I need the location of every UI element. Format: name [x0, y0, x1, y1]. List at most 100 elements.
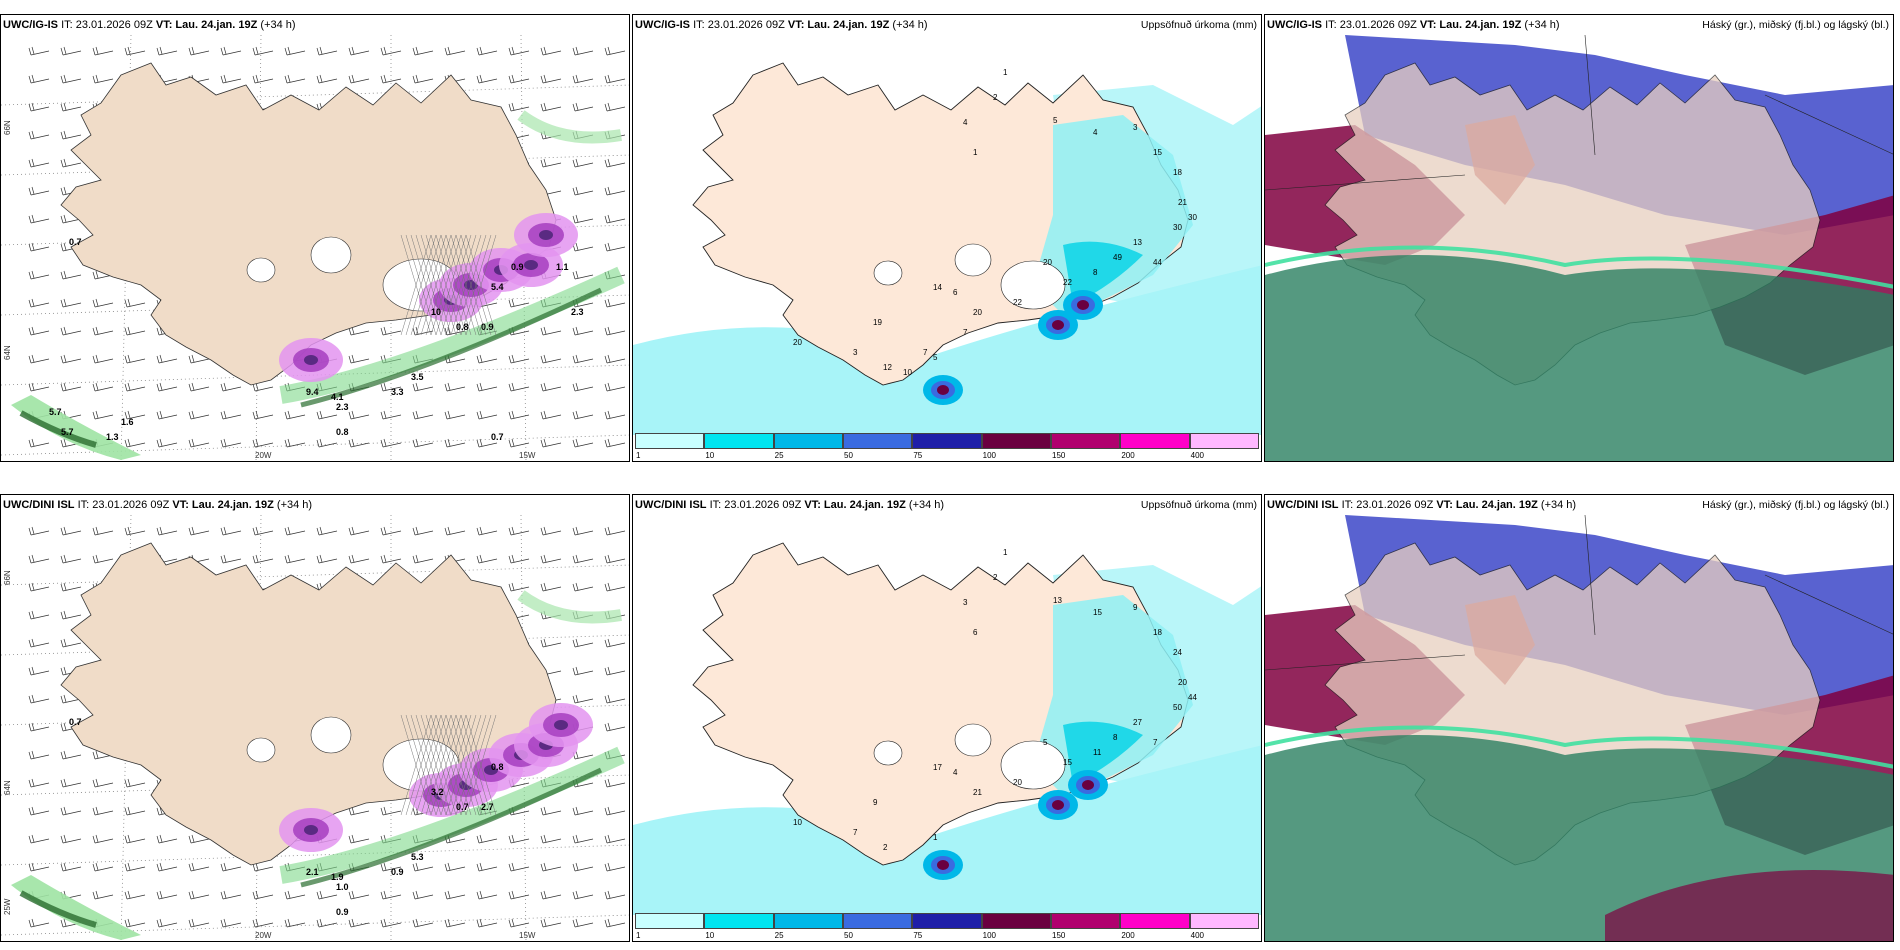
wind-value-label: 0.9 [481, 322, 494, 332]
precip-value-label: 18 [1153, 628, 1162, 637]
precip-value-label: 11 [1093, 748, 1102, 757]
panel-header: UWC/DINI ISL IT: 23.01.2026 09Z VT: Lau.… [635, 499, 945, 511]
precip-map: 1236131591824204450278751115202117910471… [633, 495, 1261, 941]
wind-value-label: 1.1 [556, 262, 569, 272]
precip-value-label: 5 [1053, 116, 1058, 125]
precip-value-label: 4 [953, 768, 958, 777]
panel-header: UWC/DINI ISL IT: 23.01.2026 09Z VT: Lau.… [3, 499, 313, 511]
lat-label-66: 66N [3, 570, 12, 585]
colorbar-tick-label: 200 [1121, 931, 1135, 940]
precip-value-label: 27 [1133, 718, 1142, 727]
precip-value-label: 7 [1153, 738, 1158, 747]
precip-value-label: 18 [1173, 168, 1182, 177]
colorbar-swatch [1051, 433, 1121, 449]
cloud-title: Háský (gr.), miðský (fj.bl.) og lágský (… [1702, 499, 1889, 511]
wind-value-label: 0.8 [456, 322, 469, 332]
precip-value-label: 3 [1133, 123, 1138, 132]
precip-value-label: 19 [873, 318, 882, 327]
colorbar-swatch [1051, 913, 1121, 929]
colorbar-tick-label: 75 [913, 451, 923, 460]
precip-value-label: 14 [933, 283, 942, 292]
precip-title: Uppsöfnuð úrkoma (mm) [1140, 19, 1257, 31]
wind-value-label: 0.7 [456, 802, 469, 812]
precip-value-label: 15 [1063, 758, 1072, 767]
wind-value-label: 0.9 [511, 262, 524, 272]
wind-value-label: 2.1 [306, 867, 319, 877]
lat-label-25w: 25W [3, 898, 12, 915]
colorbar-swatch [1189, 433, 1259, 449]
precip-value-label: 2 [993, 573, 998, 582]
wind-value-label: 5.7 [49, 407, 62, 417]
colorbar-swatch [843, 913, 913, 929]
precip-value-label: 6 [953, 288, 958, 297]
wind-value-label: 9.4 [306, 387, 319, 397]
cloud-map [1265, 495, 1893, 941]
colorbar-tick-label: 75 [913, 931, 923, 940]
precip-value-label: 7 [963, 328, 968, 337]
wind-value-label: 2.3 [336, 402, 349, 412]
precip-value-label: 50 [1173, 703, 1182, 712]
wind-map: 0.7 9.4 4.1 0.8 2.3 3.3 3.5 10 0.8 0.9 5.4 0.9 1.1 2.… [1, 15, 629, 461]
colorbar-swatch [981, 913, 1051, 929]
precip-title: Uppsöfnuð úrkoma (mm) [1140, 499, 1257, 511]
lat-label-64: 64N [3, 345, 12, 360]
precip-value-label: 20 [1013, 778, 1022, 787]
precip-value-label: 44 [1188, 693, 1197, 702]
precip-value-label: 49 [1113, 253, 1122, 262]
precip-value-label: 21 [1178, 198, 1187, 207]
colorbar-tick-label: 25 [774, 451, 784, 460]
precip-value-label: 22 [1063, 278, 1072, 287]
precip-map-panel-bottom: UWC/DINI ISL IT: 23.01.2026 09Z VT: Lau.… [632, 494, 1262, 942]
precip-value-label: 4 [1093, 128, 1098, 137]
colorbar-tick-label: 10 [705, 451, 715, 460]
colorbar-swatch [635, 433, 705, 449]
precip-value-label: 4 [963, 118, 968, 127]
wind-value-label: 0.7 [491, 432, 504, 442]
colorbar-tick-label: 150 [1052, 451, 1066, 460]
wind-map-panel-bottom: UWC/DINI ISL IT: 23.01.2026 09Z VT: Lau.… [0, 494, 630, 942]
wind-value-label: 0.9 [391, 867, 404, 877]
precip-value-label: 2 [883, 843, 888, 852]
precip-value-label: 13 [1053, 596, 1062, 605]
precip-value-label: 3 [853, 348, 858, 357]
lat-label-66: 66N [3, 120, 12, 135]
wind-value-label: 4.1 [331, 392, 344, 402]
panel-header: UWC/IG-IS IT: 23.01.2026 09Z VT: Lau. 24… [1267, 19, 1560, 31]
precip-value-label: 1 [933, 833, 938, 842]
precip-value-label: 21 [973, 788, 982, 797]
colorbar-tick-label: 400 [1190, 451, 1205, 460]
wind-value-label: 1.3 [106, 432, 119, 442]
wind-value-label: 5.7 [61, 427, 74, 437]
wind-value-label: 3.3 [391, 387, 404, 397]
colorbar-swatch [981, 433, 1051, 449]
wind-value-label: 0.9 [336, 907, 349, 917]
colorbar-tick-label: 150 [1052, 931, 1066, 940]
precip-value-label: 20 [973, 308, 982, 317]
wind-value-label: 0.8 [491, 762, 504, 772]
colorbar-tick-label: 100 [982, 451, 997, 460]
precip-value-label: 30 [1173, 223, 1182, 232]
precip-value-label: 22 [1013, 298, 1022, 307]
lat-label-64: 64N [3, 780, 12, 795]
lon-label-15w: 15W [519, 451, 536, 460]
lon-label-15w: 15W [519, 931, 536, 940]
colorbar-swatch [912, 433, 982, 449]
precip-value-label: 5 [1043, 738, 1048, 747]
wind-value-label: 1.0 [336, 882, 349, 892]
colorbar-tick-label: 200 [1121, 451, 1135, 460]
precip-value-label: 1 [1003, 68, 1008, 77]
precip-value-label: 20 [1043, 258, 1052, 267]
colorbar-tick-label: 400 [1190, 931, 1205, 940]
wind-value-label: 1.9 [331, 872, 344, 882]
precip-value-label: 1 [973, 148, 978, 157]
precip-value-label: 5 [933, 353, 938, 362]
colorbar-swatch [704, 913, 774, 929]
wind-value-label: 3.5 [411, 372, 424, 382]
colorbar-swatch [912, 913, 982, 929]
wind-value-label: 5.3 [411, 852, 424, 862]
precip-value-label: 15 [1093, 608, 1102, 617]
precip-map-panel-top: UWC/IG-IS IT: 23.01.2026 09Z VT: Lau. 24… [632, 14, 1262, 462]
precip-colorbar: 1 10 25 50 75 100 150 200 400 [635, 911, 1259, 940]
precip-value-label: 24 [1173, 648, 1182, 657]
wind-map: 0.7 2.1 1.9 0.9 1.0 0.9 5.3 3.2 0.7 2.7 0.8 [1, 495, 629, 941]
